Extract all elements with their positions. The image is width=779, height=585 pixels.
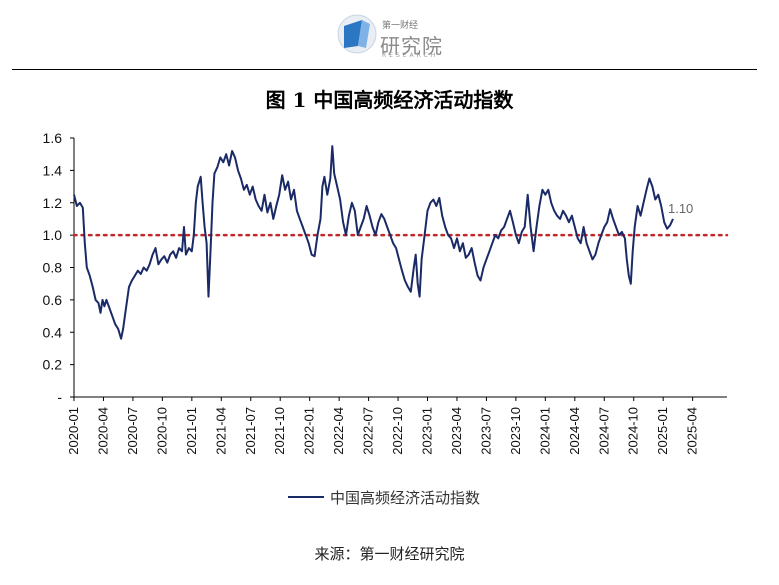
legend-label: 中国高频经济活动指数 [330, 488, 481, 507]
x-tick-label: 2023-04 [449, 407, 464, 455]
y-tick-label: 1.2 [43, 195, 63, 211]
y-tick-label: 1.6 [43, 130, 63, 146]
end-value-label: 1.10 [668, 201, 693, 216]
x-tick-label: 2025-04 [685, 407, 700, 455]
y-tick-label: 0.8 [43, 260, 63, 276]
x-tick-label: 2021-01 [184, 407, 199, 455]
x-tick-label: 2020-04 [95, 407, 110, 455]
x-tick-label: 2021-10 [272, 407, 287, 455]
x-tick-label: 2023-07 [478, 407, 493, 455]
x-tick-label: 2024-01 [537, 407, 552, 455]
series-line [73, 145, 674, 340]
x-tick-label: 2020-10 [154, 407, 169, 455]
chart-legend: 中国高频经济活动指数 [288, 487, 480, 507]
legend-swatch [288, 495, 324, 499]
x-tick-label: 2022-01 [302, 407, 317, 455]
x-tick-label: 2020-07 [125, 407, 140, 455]
y-tick-label: 1.4 [43, 162, 63, 178]
x-tick-label: 2024-07 [596, 407, 611, 455]
x-tick-label: 2023-01 [420, 407, 435, 455]
x-tick-label: 2024-10 [626, 407, 641, 455]
x-tick-label: 2020-01 [66, 407, 81, 455]
brand-logo: 第一财经 研究院 RESEARCH [336, 12, 446, 60]
brand-name: 研究院 [380, 34, 443, 58]
x-tick-label: 2021-07 [243, 407, 258, 455]
brand-logo-icon [337, 14, 377, 54]
x-tick-label: 2022-07 [361, 407, 376, 455]
header-rule [12, 69, 757, 70]
x-tick-label: 2022-04 [331, 407, 346, 455]
brand-en: RESEARCH [382, 52, 439, 59]
x-tick-label: 2025-01 [655, 407, 670, 455]
x-tick-label: 2023-10 [508, 407, 523, 455]
line-chart: - 0.2 0.4 0.6 0.8 1.0 1.2 1.4 1.6 2020-01 2020-04 2… [43, 130, 729, 455]
x-tick-label: 2021-04 [213, 407, 228, 455]
y-tick-label: 0.2 [43, 357, 63, 373]
y-tick-label: 1.0 [43, 227, 63, 243]
figure-title: 图 1 中国高频经济活动指数 [265, 88, 514, 112]
y-tick-label: - [57, 389, 62, 405]
brand-small-text: 第一财经 [382, 21, 419, 31]
y-tick-label: 0.4 [43, 324, 63, 340]
figure-source: 来源：第一财经研究院 [314, 545, 465, 563]
x-tick-label: 2024-04 [567, 407, 582, 455]
x-tick-label: 2022-10 [390, 407, 405, 455]
y-tick-label: 0.6 [43, 292, 63, 308]
